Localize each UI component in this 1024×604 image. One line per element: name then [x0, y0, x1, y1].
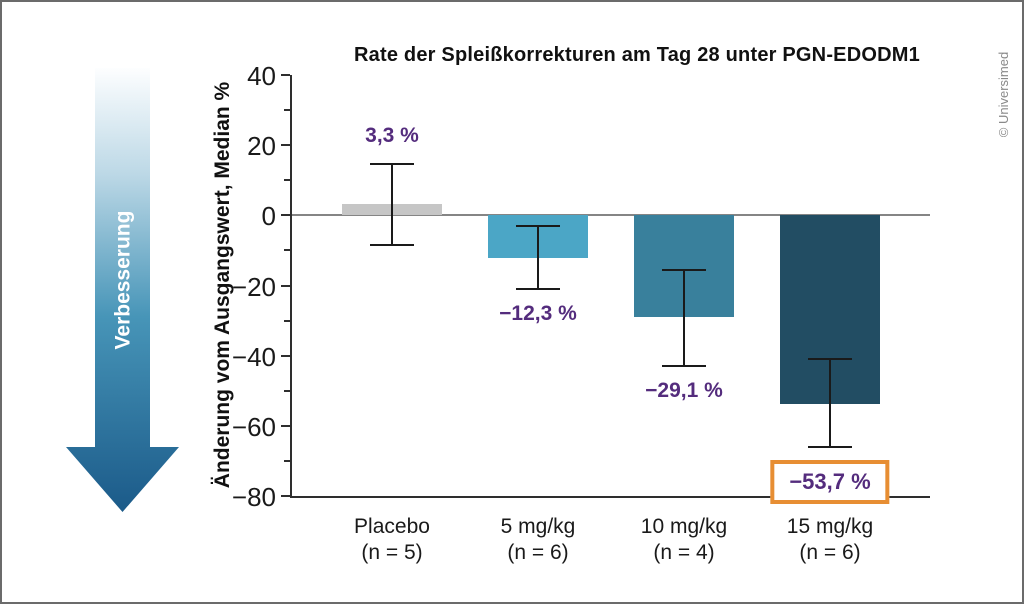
- n-count-label: (n = 5): [361, 541, 423, 564]
- error-bar-line: [683, 269, 685, 367]
- y-axis-line: [290, 75, 292, 498]
- improvement-arrow: Verbesserung: [66, 68, 179, 512]
- y-major-tick: [281, 144, 290, 147]
- error-bar-cap-top: [370, 163, 414, 166]
- error-bar-cap-bottom: [662, 365, 706, 368]
- dose-label: Placebo: [354, 515, 430, 538]
- y-tick-label: 0: [261, 201, 276, 232]
- dose-label: 15 mg/kg: [786, 515, 874, 538]
- dose-label: 10 mg/kg: [640, 515, 728, 538]
- error-bar-line: [829, 359, 831, 447]
- error-bar-cap-bottom: [808, 445, 852, 448]
- error-bar-cap-bottom: [370, 244, 414, 247]
- n-count-label: (n = 6): [799, 541, 861, 564]
- improvement-arrow-label: Verbesserung: [112, 211, 135, 350]
- chart-title: Rate der Spleißkorrekturen am Tag 28 unt…: [354, 44, 920, 66]
- value-label: −12,3 %: [499, 302, 577, 325]
- error-bar-cap-top: [516, 224, 560, 227]
- y-tick-label: −20: [231, 271, 276, 302]
- y-major-tick: [281, 354, 290, 357]
- dose-label: 5 mg/kg: [500, 515, 576, 538]
- error-bar-line: [391, 164, 393, 246]
- error-bar-line: [537, 225, 539, 289]
- y-minor-tick: [284, 249, 290, 252]
- highlighted-value-label: −53,7 %: [770, 459, 890, 504]
- y-major-tick: [281, 214, 290, 217]
- down-arrow-shape: [66, 68, 179, 512]
- y-minor-tick: [284, 319, 290, 322]
- y-major-tick: [281, 74, 290, 76]
- y-minor-tick: [284, 459, 290, 462]
- value-label: 3,3 %: [365, 124, 419, 148]
- error-bar-cap-top: [808, 358, 852, 361]
- y-minor-tick: [284, 109, 290, 112]
- y-tick-label: −40: [231, 341, 276, 372]
- value-label: −29,1 %: [645, 379, 723, 403]
- n-count-label: (n = 6): [507, 541, 569, 564]
- x-category-label: 10 mg/kg (n = 4): [641, 514, 727, 566]
- y-tick-label: −60: [231, 411, 276, 442]
- y-major-tick: [281, 495, 290, 497]
- n-count-label: (n = 4): [653, 541, 715, 564]
- y-tick-label: 40: [247, 61, 276, 91]
- y-minor-tick: [284, 179, 290, 182]
- error-bar-cap-top: [662, 268, 706, 271]
- zero-baseline: [292, 214, 930, 217]
- y-major-tick: [281, 424, 290, 427]
- error-bar-cap-bottom: [516, 288, 560, 290]
- x-axis-line: [290, 496, 930, 498]
- y-major-tick: [281, 284, 290, 287]
- x-category-label: 15 mg/kg (n = 6): [787, 514, 873, 566]
- x-category-label: Placebo (n = 5): [354, 514, 430, 566]
- x-category-label: 5 mg/kg (n = 6): [501, 514, 576, 566]
- y-tick-label: −80: [231, 482, 276, 512]
- y-tick-label: 20: [247, 131, 276, 162]
- y-minor-tick: [284, 389, 290, 392]
